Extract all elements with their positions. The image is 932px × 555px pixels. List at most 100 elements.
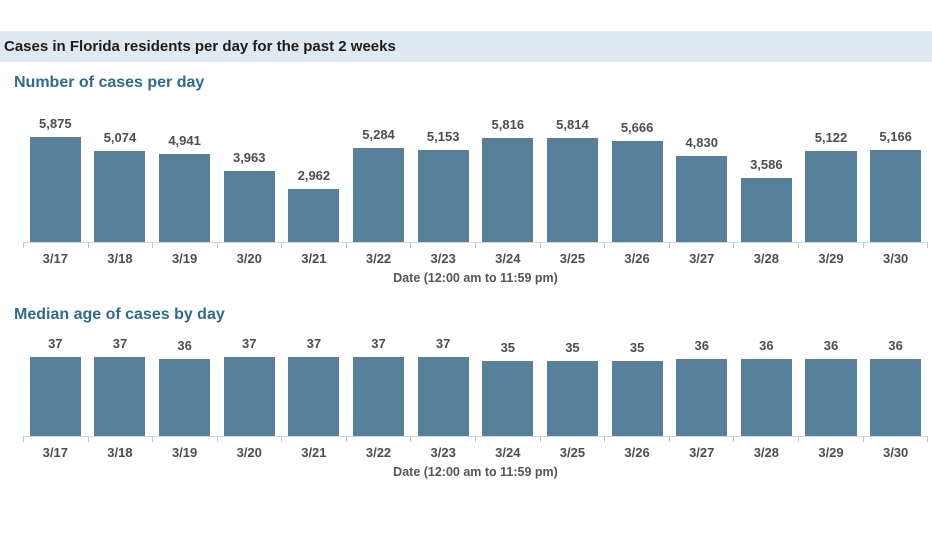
axis-tick xyxy=(281,437,346,442)
x-tick-label: 3/24 xyxy=(495,445,521,460)
bar-slot: 5,122 xyxy=(799,129,864,242)
bar-value-label: 3,586 xyxy=(750,156,783,172)
axis-tick xyxy=(604,437,669,442)
bar-slot: 35 xyxy=(540,340,605,436)
bar[interactable] xyxy=(94,151,146,242)
x-tick-label: 3/22 xyxy=(365,251,392,266)
x-axis-ticks xyxy=(23,437,929,442)
x-axis-ticks xyxy=(23,243,929,248)
x-tick-label: 3/17 xyxy=(42,445,68,460)
bar-value-label: 37 xyxy=(112,336,128,351)
x-axis-labels: 3/17 3/18 3/19 3/20 3/21 3/22 3/23 3/24 3/25 3/26… xyxy=(23,442,928,460)
bar[interactable] xyxy=(482,138,534,242)
bar-slot: 5,074 xyxy=(88,130,153,242)
x-axis-title: Date (12:00 am to 11:59 pm) xyxy=(393,271,558,285)
axis-tick xyxy=(539,243,605,248)
bar-value-label: 5,816 xyxy=(491,117,525,133)
cases-bar-chart: 5,875 5,074 4,941 3,963 2,962 5,284 5,153 5,816… xyxy=(23,92,929,285)
bar-slot: 3,586 xyxy=(734,157,799,242)
bar[interactable] xyxy=(676,359,728,436)
bar[interactable] xyxy=(417,149,469,242)
bar-value-label: 35 xyxy=(500,340,516,356)
bar-slot: 5,875 xyxy=(23,116,88,242)
bar[interactable] xyxy=(805,359,857,436)
median-age-bar-chart: 37 37 36 37 37 37 37 35 35 35 36 36 36 36 3/17 3/18 3/1… xyxy=(23,324,929,479)
axis-tick xyxy=(23,437,88,442)
axis-tick xyxy=(23,243,88,248)
bar[interactable] xyxy=(676,155,728,242)
axis-tick xyxy=(797,243,863,248)
bar-value-label: 5,166 xyxy=(879,128,912,144)
x-tick-label: 3/18 xyxy=(107,445,133,460)
bar-value-label: 5,074 xyxy=(103,130,137,146)
axis-tick xyxy=(87,243,153,248)
bar-slot: 37 xyxy=(217,336,282,436)
x-tick-label: 3/25 xyxy=(559,251,586,266)
x-tick-label: 3/29 xyxy=(818,251,844,266)
bar-value-label: 36 xyxy=(759,338,774,354)
bar[interactable] xyxy=(546,361,598,436)
axis-tick xyxy=(475,243,540,248)
axis-tick xyxy=(152,437,217,442)
axis-tick xyxy=(345,437,411,442)
bar[interactable] xyxy=(740,177,792,242)
axis-tick xyxy=(733,437,798,442)
axis-tick xyxy=(862,243,929,248)
x-tick-label: 3/21 xyxy=(301,445,327,460)
bar-slot: 36 xyxy=(152,338,217,436)
bar[interactable] xyxy=(288,357,340,436)
bar-slot: 5,153 xyxy=(411,129,476,242)
bar[interactable] xyxy=(29,357,81,436)
bar-slot: 35 xyxy=(475,340,540,436)
median-age-plot-area: 37 37 36 37 37 37 37 35 35 35 36 36 36 36 xyxy=(23,324,928,437)
x-tick-label: 3/20 xyxy=(236,251,262,266)
bar[interactable] xyxy=(417,357,469,436)
bar-value-label: 5,814 xyxy=(556,117,589,133)
bar[interactable] xyxy=(870,149,922,242)
x-tick-label: 3/17 xyxy=(42,251,68,266)
report-title-bar: Cases in Florida residents per day for t… xyxy=(0,31,932,62)
bar-value-label: 5,284 xyxy=(362,126,395,142)
bar[interactable] xyxy=(805,150,857,242)
bar-slot: 2,962 xyxy=(282,168,347,242)
bar[interactable] xyxy=(611,140,663,242)
bar-value-label: 35 xyxy=(565,340,580,356)
axis-tick xyxy=(345,243,411,248)
x-tick-label: 3/22 xyxy=(365,445,392,460)
axis-tick xyxy=(604,243,669,248)
bar[interactable] xyxy=(223,357,275,436)
bar-value-label: 5,875 xyxy=(39,116,72,131)
bar-value-label: 35 xyxy=(629,340,645,356)
bar[interactable] xyxy=(223,171,275,242)
bar-slot: 36 xyxy=(863,338,928,436)
x-tick-label: 3/19 xyxy=(171,445,198,460)
bar-value-label: 36 xyxy=(823,338,839,354)
bar-slot: 5,816 xyxy=(475,117,540,242)
bar[interactable] xyxy=(352,147,405,242)
bar[interactable] xyxy=(94,357,146,436)
bar-slot: 4,830 xyxy=(669,135,734,242)
bar[interactable] xyxy=(870,359,922,436)
bar[interactable] xyxy=(482,361,534,436)
x-tick-label: 3/27 xyxy=(689,445,715,460)
x-tick-label: 3/28 xyxy=(753,445,780,460)
bar[interactable] xyxy=(159,153,211,242)
x-tick-label: 3/18 xyxy=(107,251,133,266)
x-tick-label: 3/20 xyxy=(236,445,262,460)
bar-value-label: 37 xyxy=(242,336,257,351)
bar[interactable] xyxy=(611,361,663,436)
bar[interactable] xyxy=(352,357,405,436)
bar-value-label: 5,122 xyxy=(814,129,848,145)
bar[interactable] xyxy=(546,138,598,242)
x-tick-label: 3/27 xyxy=(689,251,715,266)
cases-plot-area: 5,875 5,074 4,941 3,963 2,962 5,284 5,153 5,816… xyxy=(23,92,928,243)
bar-value-label: 4,830 xyxy=(685,134,718,150)
axis-tick xyxy=(733,243,798,248)
bar[interactable] xyxy=(29,137,81,242)
bar[interactable] xyxy=(159,359,211,436)
axis-tick xyxy=(87,437,153,442)
axis-tick xyxy=(668,243,734,248)
bar[interactable] xyxy=(288,189,340,242)
bar-value-label: 3,963 xyxy=(232,150,266,166)
bar[interactable] xyxy=(740,359,792,436)
